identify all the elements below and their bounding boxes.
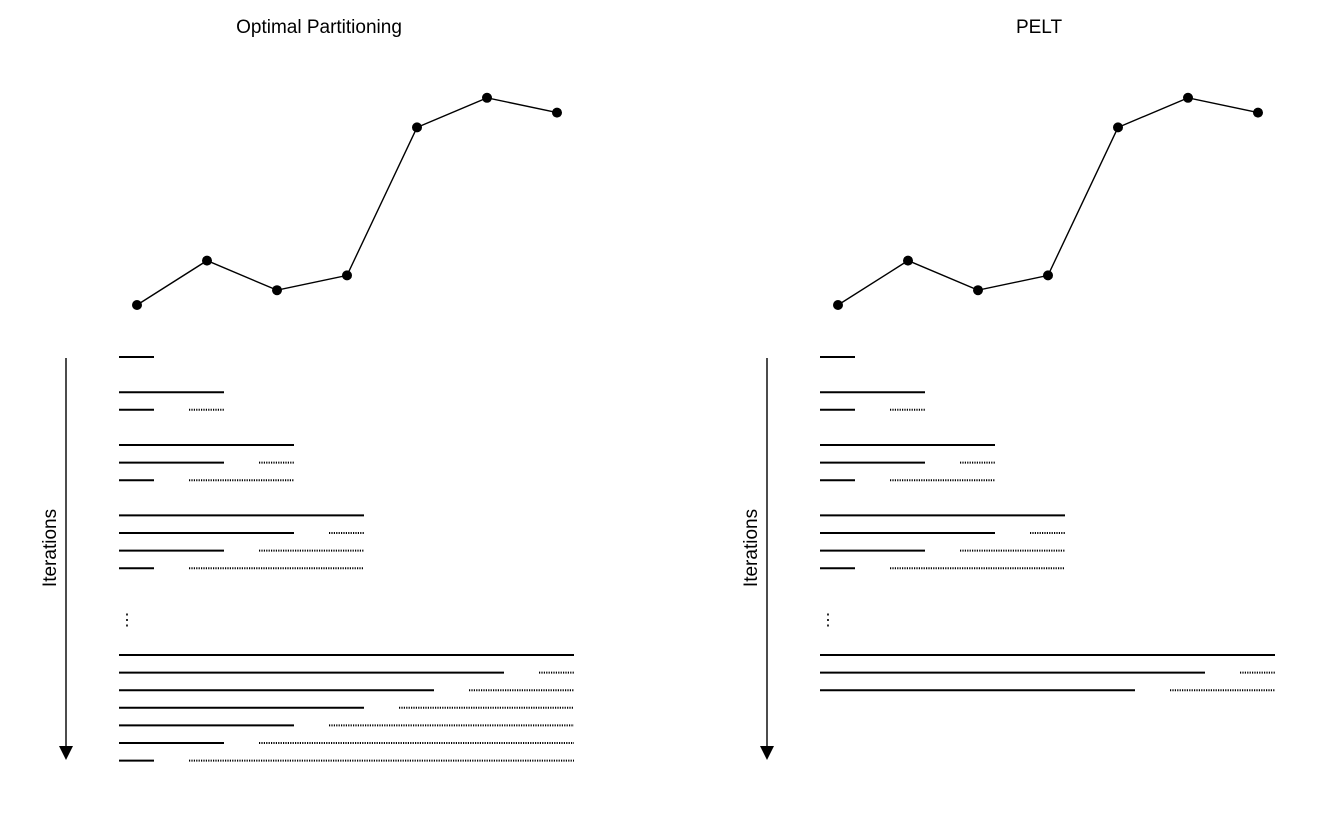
data-point bbox=[973, 285, 983, 296]
data-point bbox=[552, 107, 562, 118]
panel-optimal-partitioning: Optimal Partitioning Iterations ⋮ bbox=[40, 17, 574, 762]
data-point bbox=[1113, 122, 1123, 133]
ellipsis-marker: ⋮ bbox=[119, 612, 135, 629]
data-point bbox=[1253, 107, 1263, 118]
panel-pelt: PELT Iterations ⋮ bbox=[741, 17, 1275, 760]
data-point bbox=[412, 122, 422, 133]
panel-title: PELT bbox=[1016, 17, 1063, 38]
data-point bbox=[482, 92, 492, 103]
panel-title: Optimal Partitioning bbox=[236, 17, 402, 38]
iterations-axis-label: Iterations bbox=[40, 509, 61, 587]
iterations-arrow-head bbox=[760, 746, 774, 760]
iterations-arrow-head bbox=[59, 746, 73, 760]
data-point bbox=[1183, 92, 1193, 103]
data-point bbox=[132, 300, 142, 310]
iterations-axis-label: Iterations bbox=[741, 509, 762, 587]
data-point bbox=[833, 300, 843, 310]
data-point bbox=[272, 285, 282, 296]
data-point bbox=[342, 270, 352, 281]
ellipsis-marker: ⋮ bbox=[820, 612, 836, 629]
data-point bbox=[1043, 270, 1053, 281]
data-point bbox=[202, 255, 212, 266]
data-point bbox=[903, 255, 913, 266]
